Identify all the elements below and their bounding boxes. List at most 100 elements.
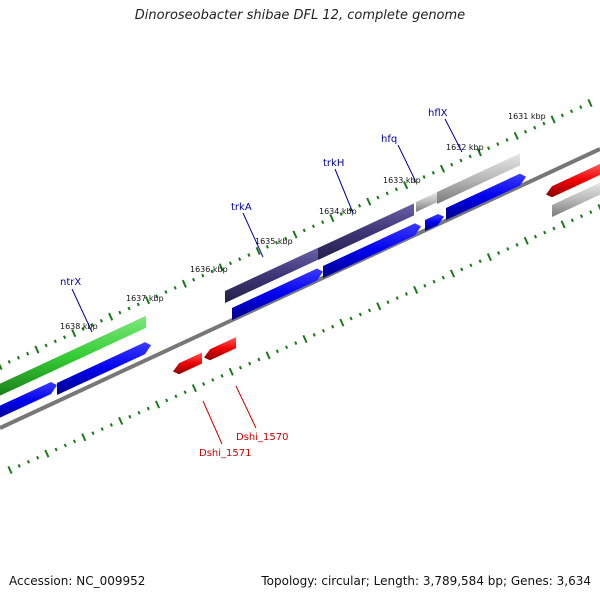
operon-bar-grey[interactable]: [437, 153, 520, 204]
outer-tick-mark: [173, 286, 177, 290]
outer-tick-mark: [90, 323, 94, 327]
gene-label[interactable]: trkH: [323, 158, 344, 169]
forward-gene-arrow[interactable]: [323, 223, 421, 278]
inner-tick-mark: [183, 390, 187, 395]
outer-tick-mark: [579, 105, 583, 109]
kbp-tick-labels: 1631 kbp 1632 kbp 1633 kbp 1634 kbp 1635 kbp…: [60, 112, 546, 331]
outer-tick-mark: [439, 164, 446, 173]
accession-label: Accession: NC_009952: [9, 574, 146, 588]
forward-gene-arrow[interactable]: [425, 213, 444, 231]
inner-tick-mark: [523, 236, 529, 245]
gene-leader-line: [71, 288, 93, 333]
outer-tick-mark: [476, 148, 482, 157]
operon-bar-green[interactable]: [0, 315, 146, 398]
gene-label[interactable]: hflX: [428, 108, 448, 119]
outer-tick-mark: [136, 302, 140, 307]
outer-tick-mark: [201, 273, 205, 278]
gene-leader-line: [397, 144, 416, 181]
inner-tick-mark: [81, 433, 87, 442]
outer-tick-mark: [292, 230, 298, 239]
outer-tick-mark: [523, 129, 528, 134]
forward-gene-arrow[interactable]: [57, 342, 151, 395]
outer-tick-mark: [16, 355, 21, 360]
outer-tick-mark: [403, 181, 409, 190]
forward-gene-arrow[interactable]: [232, 268, 323, 320]
inner-tick-mark: [146, 406, 150, 411]
inner-tick-mark: [54, 447, 58, 452]
inner-tick-mark: [449, 269, 456, 278]
inner-tick-mark: [395, 296, 399, 300]
gene-label[interactable]: trkA: [231, 202, 252, 213]
operon-bar-purple[interactable]: [225, 247, 318, 303]
inner-tick-mark: [423, 283, 427, 288]
gene-label[interactable]: ntrX: [60, 277, 81, 288]
outer-tick-mark: [228, 261, 233, 266]
outer-tick-mark: [284, 236, 288, 241]
outer-tick-mark: [53, 339, 57, 344]
outer-tick-mark: [210, 269, 214, 274]
inner-tick-mark: [26, 459, 31, 464]
inner-tick-track: [7, 203, 600, 475]
reverse-gene-arrow[interactable]: [546, 163, 600, 198]
outer-tick-mark: [431, 170, 435, 175]
operon-bar-grey[interactable]: [416, 192, 437, 212]
operon-bar-grey[interactable]: [552, 182, 600, 217]
inner-tick-mark: [386, 300, 390, 305]
inner-tick-mark: [91, 431, 95, 436]
outer-tick-mark: [366, 197, 372, 206]
inner-tick-mark: [478, 259, 482, 264]
inner-tick-mark: [404, 292, 408, 296]
kbp-tick-label: 1634 kbp: [319, 207, 357, 216]
inner-tick-mark: [349, 316, 353, 321]
outer-tick-mark: [274, 240, 279, 245]
outer-tick-mark: [62, 335, 67, 340]
inner-tick-mark: [174, 394, 178, 399]
outer-tick-mark: [533, 125, 537, 130]
outer-tick-mark: [238, 257, 242, 262]
kbp-tick-label: 1638 kbp: [60, 322, 98, 331]
outer-tick-mark: [560, 113, 564, 118]
inner-tick-mark: [63, 443, 67, 448]
outer-tick-mark: [468, 154, 472, 159]
gene-label[interactable]: hfq: [381, 134, 397, 145]
reverse-gene-arrow[interactable]: [173, 352, 202, 375]
outer-tick-mark: [348, 207, 352, 212]
inner-tick-mark: [72, 439, 77, 444]
inner-tick-mark: [100, 427, 104, 431]
inner-tick-mark: [552, 226, 556, 231]
forward-gene-arrow[interactable]: [446, 173, 526, 220]
operon-bar-purple[interactable]: [318, 203, 414, 260]
kbp-tick-label: 1633 kbp: [383, 176, 421, 185]
outer-tick-mark: [329, 214, 335, 223]
inner-tick-mark: [589, 210, 593, 214]
inner-tick-mark: [165, 398, 169, 403]
inner-tick-mark: [128, 414, 132, 419]
outer-tick-mark: [7, 360, 11, 364]
inner-tick-mark: [17, 464, 21, 468]
reverse-gene-arrow[interactable]: [204, 337, 236, 361]
kbp-tick-label: 1631 kbp: [508, 112, 546, 121]
inner-tick-mark: [284, 345, 289, 350]
gene-label[interactable]: Dshi_1570: [236, 432, 288, 443]
outer-tick-mark: [505, 138, 509, 142]
inner-tick-mark: [543, 230, 547, 235]
outer-tick-mark: [247, 253, 251, 257]
forward-gene-arrow[interactable]: [0, 381, 57, 420]
gene-label[interactable]: Dshi_1571: [199, 448, 251, 459]
kbp-tick-label: 1636 kbp: [190, 265, 228, 274]
outer-tick-mark: [218, 263, 224, 272]
outer-tick-mark: [144, 296, 151, 305]
inner-tick-mark: [257, 357, 261, 362]
inner-tick-mark: [560, 220, 566, 229]
outer-tick-mark: [44, 343, 48, 348]
outer-tick-mark: [513, 131, 519, 140]
inner-tick-mark: [367, 308, 372, 313]
outer-tick-mark: [487, 146, 491, 151]
outer-tick-track: [0, 98, 593, 371]
inner-tick-mark: [533, 234, 538, 239]
outer-tick-mark: [569, 109, 574, 114]
outer-tick-mark: [302, 228, 306, 233]
inner-tick-mark: [248, 361, 252, 366]
outer-tick-mark: [376, 195, 380, 200]
outer-tick-mark: [394, 187, 398, 192]
